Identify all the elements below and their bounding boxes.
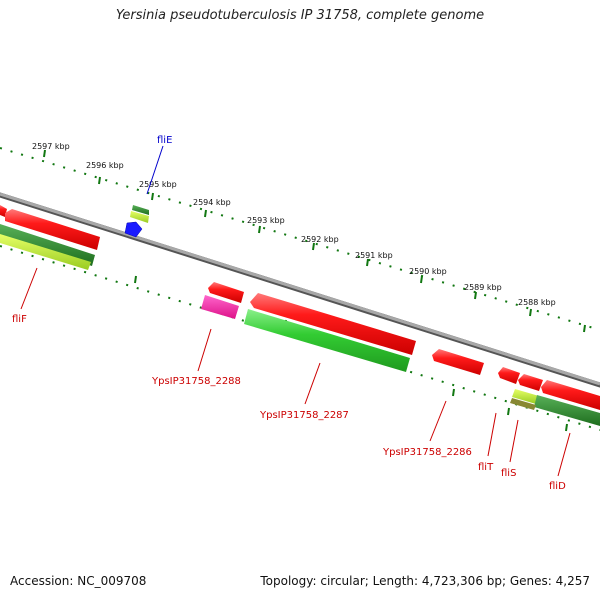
gene-block-fliE-top[interactable] bbox=[132, 205, 149, 215]
gene-block-fliS[interactable] bbox=[512, 389, 539, 404]
leader-ypsip2286 bbox=[429, 400, 447, 442]
kbp-label: 2593 kbp bbox=[247, 216, 285, 225]
genome-backbone bbox=[0, 192, 600, 388]
leader-fliD bbox=[557, 432, 571, 477]
gene-arrow-red[interactable] bbox=[208, 282, 244, 303]
gene-arrow-blue[interactable] bbox=[124, 221, 143, 238]
kbp-tick bbox=[151, 192, 154, 201]
kbp-label: 2591 kbp bbox=[355, 251, 393, 260]
kbp-tick bbox=[583, 324, 586, 333]
kbp-tick bbox=[258, 225, 261, 234]
leader-fliS bbox=[509, 419, 519, 463]
gene-label-ypsip2288[interactable]: YpsIP31758_2288 bbox=[151, 376, 241, 387]
kbp-label: 2588 kbp bbox=[518, 298, 556, 307]
gene-arrow-red[interactable] bbox=[518, 374, 543, 391]
leader-fliT bbox=[487, 412, 497, 457]
inner-tick bbox=[134, 275, 137, 284]
gene-arrow-red[interactable] bbox=[498, 367, 520, 384]
kbp-label: 2592 kbp bbox=[301, 235, 339, 244]
inner-tick bbox=[452, 388, 455, 397]
gene-label-fliS[interactable]: fliS bbox=[501, 468, 516, 479]
kbp-label: 2596 kbp bbox=[86, 161, 124, 170]
gene-label-fliD[interactable]: fliD bbox=[549, 481, 566, 492]
kbp-tick bbox=[474, 291, 477, 300]
kbp-label: 2597 kbp bbox=[32, 142, 70, 151]
gene-features bbox=[0, 205, 600, 426]
backbone-line bbox=[0, 192, 600, 386]
kbp-label: 2595 kbp bbox=[139, 180, 177, 189]
kbp-tick bbox=[366, 258, 369, 267]
inner-tick bbox=[507, 407, 510, 416]
outer-tick-ring bbox=[0, 147, 600, 333]
accession-label: Accession: NC_009708 bbox=[10, 574, 147, 588]
gene-label-fliF[interactable]: fliF bbox=[12, 314, 27, 325]
gene-block-ypsip2288[interactable] bbox=[201, 295, 239, 319]
gene-block-ypsip2287[interactable] bbox=[244, 309, 410, 372]
kbp-labels: 2597 kbp 2596 kbp 2595 kbp 2594 kbp 2593… bbox=[32, 142, 556, 307]
leader-fliF bbox=[20, 267, 38, 310]
kbp-label: 2590 kbp bbox=[409, 267, 447, 276]
leader-fliE bbox=[146, 145, 164, 195]
leader-ypsip2287 bbox=[304, 362, 321, 405]
gene-label-fliT[interactable]: fliT bbox=[478, 462, 494, 473]
kbp-tick bbox=[204, 209, 207, 218]
label-leaders bbox=[20, 145, 571, 477]
kbp-tick bbox=[529, 308, 532, 317]
kbp-label: 2589 kbp bbox=[464, 283, 502, 292]
gene-arrow-red[interactable] bbox=[250, 293, 416, 355]
gene-arrow-red[interactable] bbox=[541, 380, 600, 410]
gene-label-ypsip2286[interactable]: YpsIP31758_2286 bbox=[382, 447, 472, 458]
gene-arrow-red[interactable] bbox=[5, 209, 100, 250]
kbp-tick bbox=[420, 275, 423, 284]
kbp-tick bbox=[312, 242, 315, 251]
gene-arrow-red[interactable] bbox=[432, 349, 484, 375]
gene-label-ypsip2287[interactable]: YpsIP31758_2287 bbox=[259, 410, 349, 421]
map-title: Yersinia pseudotuberculosis IP 31758, co… bbox=[115, 8, 485, 23]
kbp-tick bbox=[98, 176, 101, 185]
gene-block-fliD[interactable] bbox=[534, 395, 600, 426]
gene-labels: fliE fliF YpsIP31758_2288 YpsIP31758_228… bbox=[12, 135, 566, 492]
leader-ypsip2288 bbox=[197, 328, 212, 372]
gene-block-fliF[interactable] bbox=[0, 224, 95, 266]
gene-block-fliT[interactable] bbox=[510, 398, 536, 410]
kbp-tick bbox=[43, 149, 46, 158]
genome-summary: Topology: circular; Length: 4,723,306 bp… bbox=[260, 574, 590, 588]
gene-block-fliF-lower[interactable] bbox=[0, 234, 91, 270]
inner-tick bbox=[565, 423, 568, 432]
kbp-label: 2594 kbp bbox=[193, 198, 231, 207]
gene-block-fliE[interactable] bbox=[130, 211, 149, 223]
gene-label-fliE[interactable]: fliE bbox=[157, 135, 172, 146]
